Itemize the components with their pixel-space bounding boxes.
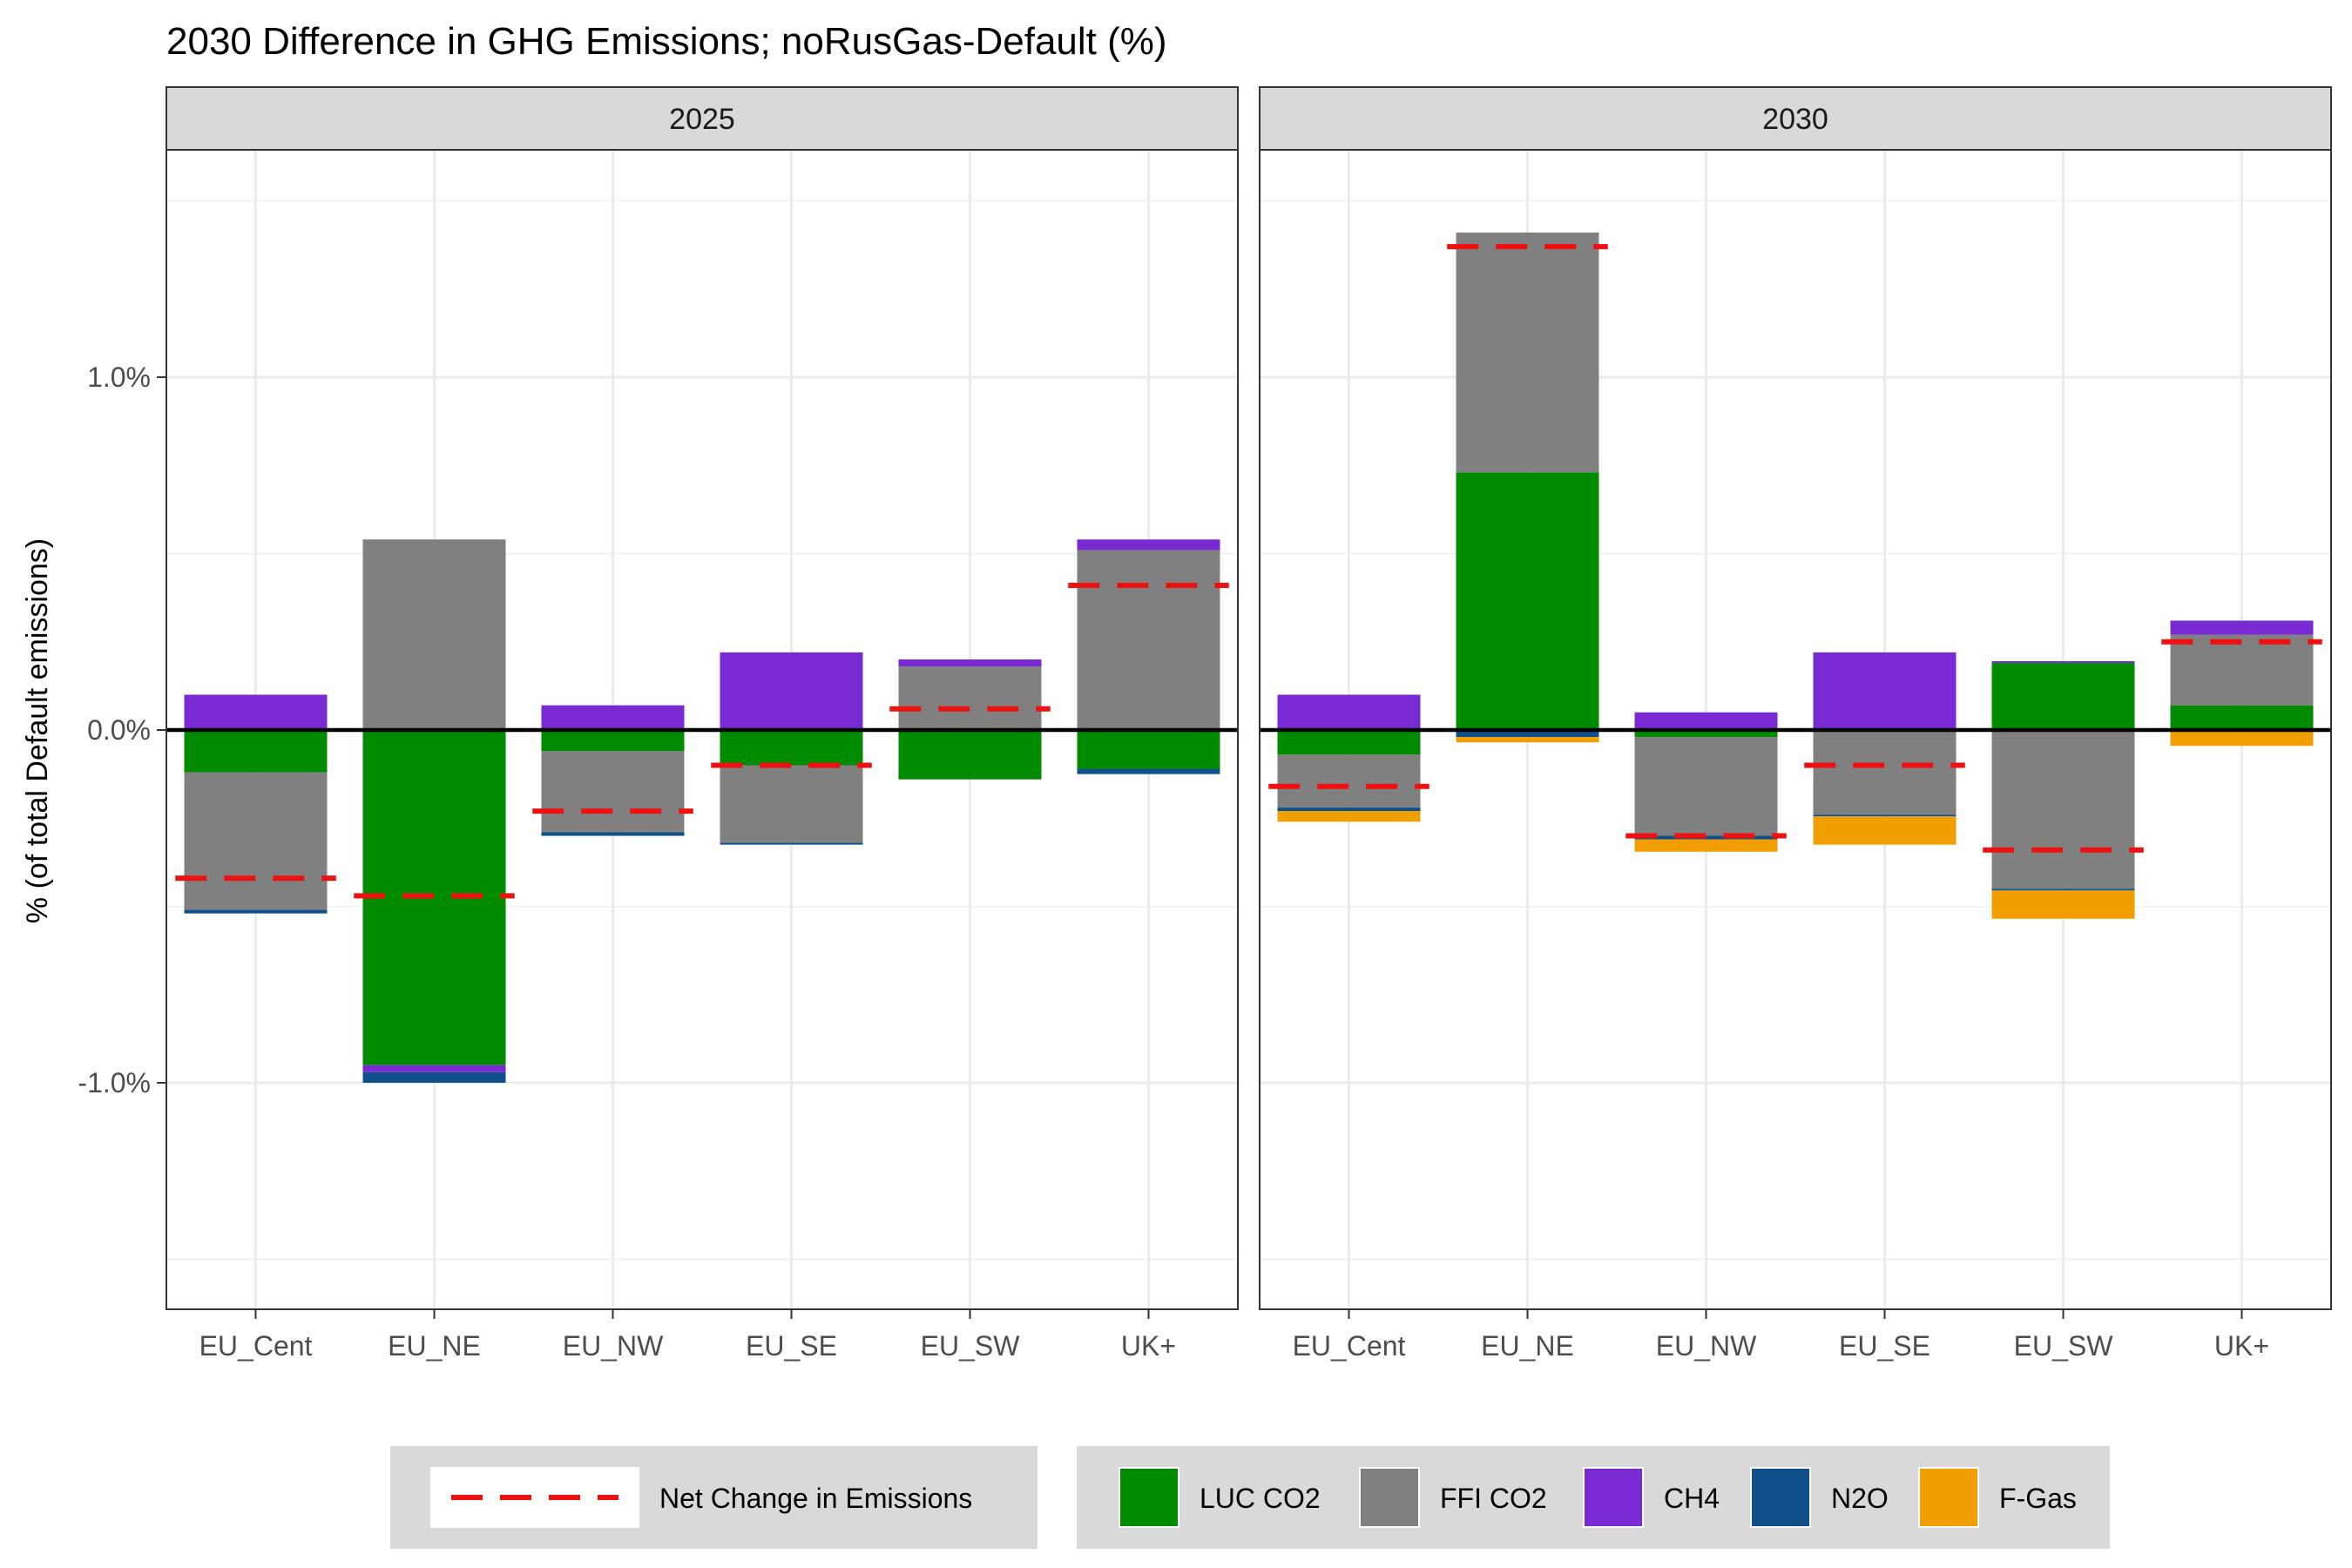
- bar-segment-ffi-co2: [1456, 232, 1599, 473]
- bar-segment-n2o: [720, 842, 863, 845]
- y-tick-label: 1.0%: [87, 362, 151, 393]
- y-tick-label: 0.0%: [87, 714, 151, 746]
- x-tick-label: EU_NW: [563, 1330, 664, 1362]
- legend: Net Change in Emissions LUC CO2 FFI CO2 CH…: [390, 1446, 2110, 1549]
- bar-segment-n2o: [184, 909, 328, 914]
- bar-segment-ch4: [541, 705, 685, 730]
- bar-segment-luc-co2: [1991, 663, 2135, 730]
- legend-label: FFI CO2: [1440, 1483, 1547, 1514]
- legend-key-n2o: [1752, 1469, 1809, 1526]
- legend-key-f-gas: [1920, 1469, 1977, 1526]
- x-tick-label: EU_SW: [2014, 1330, 2114, 1362]
- x-tick-label: EU_NE: [388, 1330, 481, 1362]
- bar-segment-ch4: [1077, 539, 1220, 551]
- bar-segment-f-gas: [1991, 890, 2135, 919]
- bar-segment-f-gas: [1456, 737, 1599, 743]
- x-tick-label: EU_Cent: [199, 1330, 313, 1362]
- legend-label: N2O: [1831, 1483, 1889, 1514]
- bar-segment-ch4: [720, 652, 863, 730]
- bar-segment-n2o: [541, 832, 685, 836]
- legend-key-ch4: [1585, 1469, 1642, 1526]
- x-tick-label: EU_SE: [746, 1330, 837, 1362]
- bar-segment-f-gas: [1813, 816, 1957, 845]
- facet-strip-label: 2030: [1762, 103, 1828, 136]
- bar-segment-ch4: [1634, 712, 1778, 730]
- bar-segment-ffi-co2: [1634, 737, 1778, 836]
- legend-key-luc-co2: [1120, 1469, 1178, 1526]
- bar-segment-ffi-co2: [1813, 730, 1957, 815]
- bar-segment-ffi-co2: [2170, 634, 2314, 706]
- bar-segment-luc-co2: [184, 730, 328, 773]
- bar-segment-ffi-co2: [1277, 754, 1421, 808]
- bar-segment-ch4: [1991, 661, 2135, 664]
- y-tick-label: -1.0%: [78, 1067, 151, 1098]
- bar-segment-luc-co2: [1277, 730, 1421, 755]
- x-tick-label: EU_Cent: [1293, 1330, 1406, 1362]
- bar-segment-luc-co2: [1456, 472, 1599, 730]
- bar-segment-ffi-co2: [541, 751, 685, 833]
- facet-panel-2025: 2025 EU_Cent EU_NE EU_NW EU_SE EU_SW UK+ -1.0% 0…: [78, 86, 1239, 1362]
- x-tick-label: EU_SW: [921, 1330, 1021, 1362]
- legend-label: F-Gas: [1999, 1483, 2077, 1514]
- bar-segment-ch4: [1277, 694, 1421, 730]
- bar-segment-ch4: [184, 694, 328, 730]
- legend-fill-entries: LUC CO2 FFI CO2 CH4 N2O F-Gas: [1119, 1467, 2077, 1528]
- bar-segment-luc-co2: [720, 730, 863, 766]
- bar-segment-n2o: [1991, 889, 2135, 891]
- chart-title: 2030 Difference in GHG Emissions; noRusG…: [166, 20, 1167, 63]
- legend-label: LUC CO2: [1200, 1483, 1321, 1514]
- bar-segment-n2o: [362, 1071, 506, 1083]
- legend-key-ffi-co2: [1361, 1469, 1418, 1526]
- x-tick-label: EU_SE: [1839, 1330, 1930, 1362]
- facet-strip-label: 2025: [669, 103, 735, 136]
- bar-segment-n2o: [1277, 808, 1421, 812]
- bar-segment-ffi-co2: [898, 666, 1042, 730]
- bar-segment-ch4: [362, 1064, 506, 1072]
- bar-segment-n2o: [1456, 730, 1599, 738]
- bar-segment-f-gas: [2170, 732, 2314, 747]
- bar-segment-ch4: [1813, 652, 1957, 730]
- legend-net-label: Net Change in Emissions: [659, 1483, 972, 1514]
- bar-segment-ffi-co2: [1077, 550, 1220, 730]
- bar-segment-luc-co2: [541, 730, 685, 752]
- y-axis-title: % (of total Default emissions): [21, 538, 54, 923]
- facet-strip: [166, 86, 1239, 151]
- bar-segment-n2o: [1813, 814, 1957, 817]
- x-tick-label: EU_NE: [1481, 1330, 1574, 1362]
- bar-segment-f-gas: [1634, 839, 1778, 852]
- bar-segment-luc-co2: [2170, 705, 2314, 730]
- facet-panels: 2025 EU_Cent EU_NE EU_NW EU_SE EU_SW UK+ -1.0% 0…: [78, 86, 2332, 1362]
- bar-segment-ffi-co2: [720, 765, 863, 843]
- bar-segment-luc-co2: [898, 730, 1042, 780]
- bar-segment-f-gas: [1277, 811, 1421, 822]
- bar-segment-luc-co2: [1077, 730, 1220, 769]
- bar-segment-n2o: [1634, 835, 1778, 840]
- bar-segment-ch4: [898, 659, 1042, 667]
- x-tick-label: UK+: [2214, 1330, 2269, 1362]
- facet-panel-2030: 2030 EU_Cent EU_NE EU_NW EU_SE EU_SW UK+: [1259, 86, 2332, 1362]
- x-tick-label: UK+: [1121, 1330, 1176, 1362]
- bar-segment-ffi-co2: [362, 539, 506, 730]
- bar-segment-ffi-co2: [1991, 730, 2135, 889]
- bar-segment-luc-co2: [1634, 730, 1778, 738]
- legend-label: CH4: [1664, 1483, 1720, 1514]
- bar-segment-ch4: [2170, 620, 2314, 635]
- x-tick-label: EU_NW: [1656, 1330, 1757, 1362]
- bar-segment-n2o: [1077, 768, 1220, 774]
- panel-border: [1259, 149, 2332, 1310]
- bar-segment-ffi-co2: [184, 772, 328, 910]
